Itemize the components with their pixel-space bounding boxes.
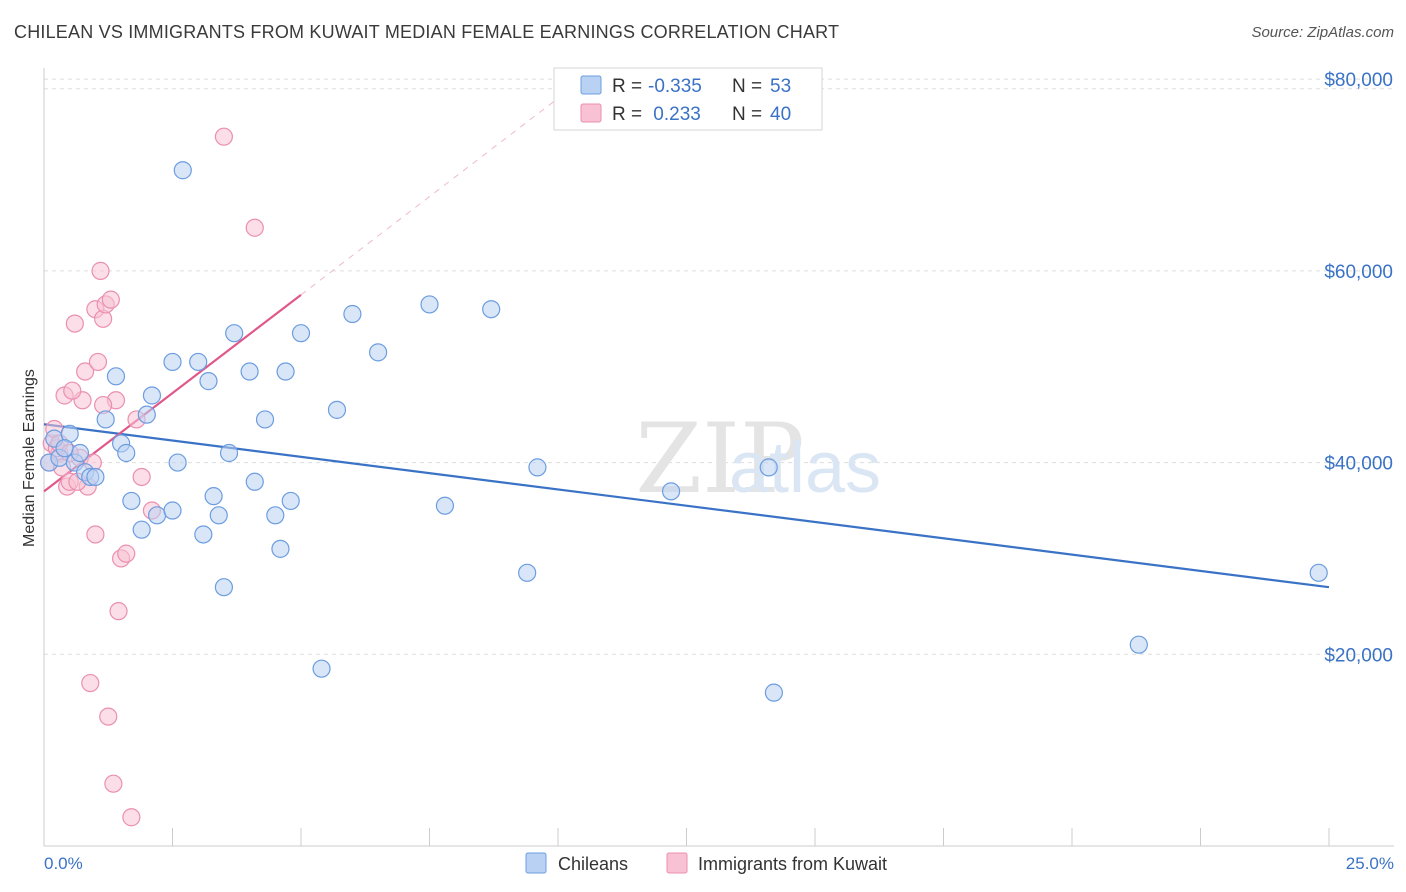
legend-r-label-1: R = xyxy=(612,76,642,97)
chileans-point-23 xyxy=(194,525,213,544)
legend-n-value-2: 40 xyxy=(770,104,791,125)
legend-swatch-kuwait xyxy=(580,103,602,123)
legend-n-label-1: N = xyxy=(732,76,762,97)
legend-r-label-2: R = xyxy=(612,104,642,125)
kuwait-point-20 xyxy=(101,290,120,309)
trendline-2 xyxy=(300,97,559,296)
chileans-point-21 xyxy=(173,161,192,180)
stats-legend: R = -0.335 N = 53 R = 0.233 N = 40 xyxy=(553,67,823,131)
source-label: Source: ZipAtlas.com xyxy=(1251,24,1394,41)
chileans-point-15 xyxy=(137,405,156,424)
y-tick-label-1: $40,000 xyxy=(1324,454,1393,475)
chileans-point-52 xyxy=(55,439,74,458)
kuwait-point-28 xyxy=(132,467,151,487)
kuwait-point-33 xyxy=(63,381,82,400)
chileans-point-24 xyxy=(199,372,218,391)
chileans-point-22 xyxy=(189,352,208,372)
kuwait-point-23 xyxy=(109,602,128,621)
kuwait-point-31 xyxy=(245,218,264,237)
legend-n-value-1: 53 xyxy=(770,76,791,97)
chileans-point-29 xyxy=(225,324,244,343)
legend-swatch-chileans xyxy=(580,75,602,95)
y-axis-label: Median Female Earnings xyxy=(21,369,38,547)
chileans-point-34 xyxy=(271,539,290,558)
series-legend-label-kuwait: Immigrants from Kuwait xyxy=(698,854,887,874)
chileans-point-10 xyxy=(106,367,126,386)
chileans-point-5 xyxy=(70,443,90,463)
chileans-point-42 xyxy=(420,295,439,314)
kuwait-point-16 xyxy=(91,261,110,280)
chileans-point-9 xyxy=(96,410,115,429)
chileans-point-30 xyxy=(240,362,259,381)
chileans-point-17 xyxy=(147,506,167,525)
chileans-point-13 xyxy=(122,491,141,511)
y-tick-label-2: $60,000 xyxy=(1324,262,1393,283)
chileans-point-27 xyxy=(214,578,233,597)
chileans-point-12 xyxy=(117,443,136,463)
chileans-point-36 xyxy=(281,491,300,511)
chileans-point-41 xyxy=(369,343,388,362)
x-tick-label-min: 0.0% xyxy=(44,854,83,873)
kuwait-point-25 xyxy=(117,544,136,563)
chileans-point-39 xyxy=(327,400,347,419)
chileans-point-19 xyxy=(163,352,182,372)
trendline-0 xyxy=(43,423,1330,589)
chileans-point-16 xyxy=(142,386,162,405)
kuwait-point-11 xyxy=(76,362,95,381)
series-legend-swatch-chileans xyxy=(525,852,547,874)
chileans-point-49 xyxy=(764,683,783,702)
y-tick-label-0: $20,000 xyxy=(1324,645,1393,666)
x-tick-label-max: 25.0% xyxy=(1346,854,1394,873)
kuwait-point-15 xyxy=(88,352,108,372)
chileans-point-40 xyxy=(343,304,362,324)
kuwait-point-30 xyxy=(214,127,233,146)
chileans-point-35 xyxy=(276,362,295,381)
series-kuwait-points xyxy=(40,127,264,827)
chileans-point-14 xyxy=(132,520,151,539)
chileans-point-50 xyxy=(1129,635,1148,654)
series-legend: Chileans Immigrants from Kuwait xyxy=(525,852,887,874)
chileans-point-18 xyxy=(163,501,182,520)
y-tick-labels: $20,000 $40,000 $60,000 $80,000 xyxy=(1324,70,1393,666)
x-tick-marks xyxy=(43,828,1330,846)
chileans-point-48 xyxy=(759,458,778,477)
watermark-atlas: atlas xyxy=(729,428,881,508)
chileans-point-37 xyxy=(291,324,311,343)
kuwait-point-21 xyxy=(104,774,123,793)
series-legend-swatch-kuwait xyxy=(666,852,688,874)
legend-r-value-2: 0.233 xyxy=(648,104,701,125)
kuwait-point-8 xyxy=(65,314,84,333)
chart-title: CHILEAN VS IMMIGRANTS FROM KUWAIT MEDIAN… xyxy=(14,22,840,42)
chileans-point-26 xyxy=(209,506,228,525)
chileans-point-33 xyxy=(266,506,285,525)
chileans-point-38 xyxy=(312,659,331,678)
kuwait-point-26 xyxy=(122,808,141,827)
legend-r-value-1: -0.335 xyxy=(648,76,702,97)
chileans-point-8 xyxy=(86,467,105,487)
chileans-point-46 xyxy=(528,458,547,477)
chileans-point-44 xyxy=(482,300,501,319)
chileans-point-28 xyxy=(219,443,239,463)
y-tick-label-3: $80,000 xyxy=(1324,70,1393,91)
chileans-point-20 xyxy=(168,453,187,472)
chileans-point-31 xyxy=(245,472,264,491)
chileans-point-32 xyxy=(255,410,275,429)
chileans-point-45 xyxy=(518,563,537,582)
kuwait-point-19 xyxy=(99,707,118,726)
kuwait-point-39 xyxy=(86,525,105,544)
chileans-point-47 xyxy=(661,482,681,501)
chileans-point-43 xyxy=(435,496,455,515)
legend-n-label-2: N = xyxy=(732,104,762,125)
series-chileans-points xyxy=(40,161,1328,702)
kuwait-point-13 xyxy=(81,673,100,693)
chileans-point-25 xyxy=(204,487,223,506)
chileans-point-51 xyxy=(1309,563,1328,582)
series-legend-label-chileans: Chileans xyxy=(558,854,628,874)
